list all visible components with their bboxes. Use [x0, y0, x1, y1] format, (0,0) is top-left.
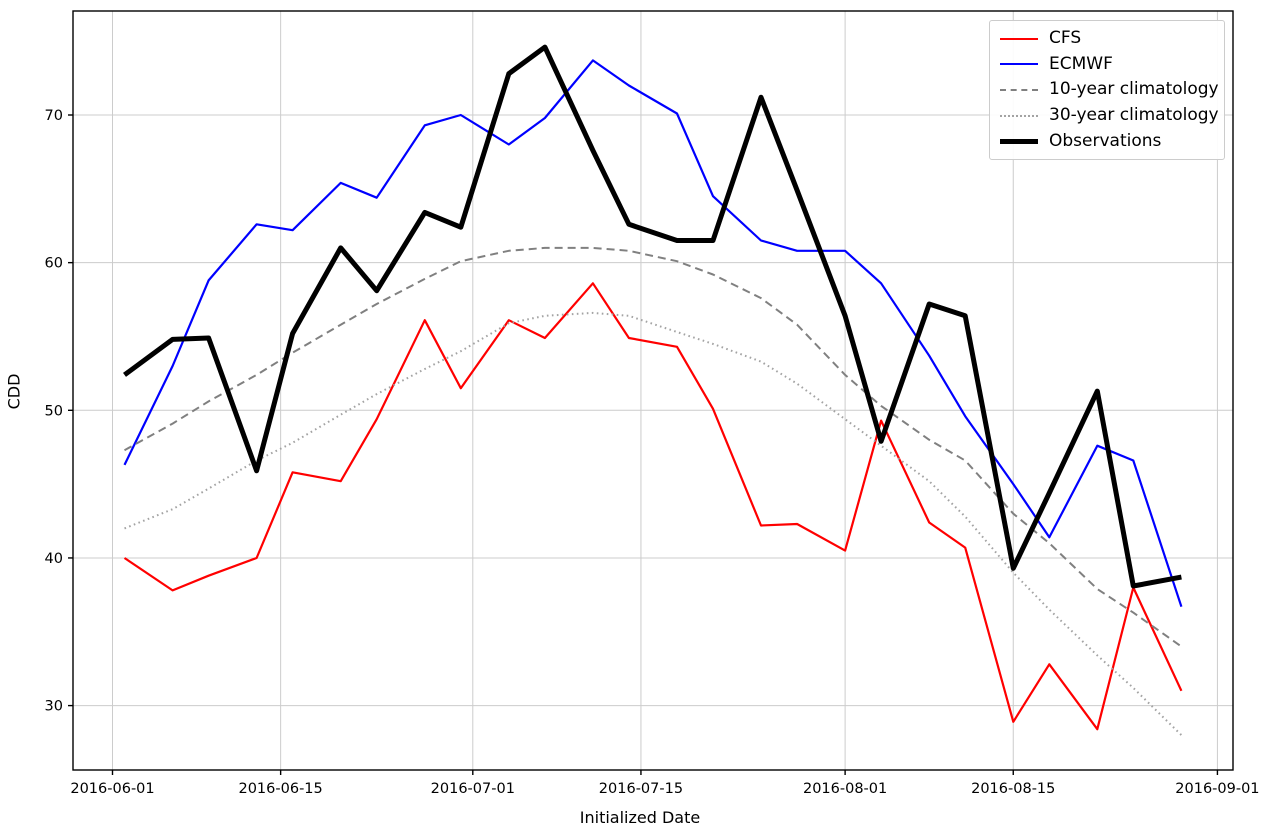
legend: CFS ECMWF 10-year climatology 30-year cl… — [989, 20, 1225, 160]
y-tick-label: 30 — [45, 699, 63, 715]
x-tick-label: 2016-06-01 — [70, 781, 154, 797]
legend-entry: CFS — [1000, 27, 1216, 51]
y-axis-label: CDD — [4, 373, 24, 410]
series-line-cfs — [123, 282, 1183, 731]
legend-label: CFS — [1049, 28, 1082, 49]
x-tick-label: 2016-09-01 — [1175, 781, 1259, 797]
y-tick-label: 70 — [45, 108, 63, 124]
30yr-climatology-line-sample-icon — [1000, 114, 1038, 117]
legend-label: ECMWF — [1049, 53, 1113, 74]
legend-entry: 10-year climatology — [1000, 78, 1219, 102]
x-tick-label: 2016-08-15 — [971, 781, 1055, 797]
ecmwf-line-sample-icon — [1000, 63, 1038, 66]
cfs-line-sample-icon — [1000, 37, 1038, 40]
series-line-30-year-climatology — [124, 311, 1183, 736]
series-line-10-year-climatology — [124, 246, 1182, 648]
y-tick-label: 40 — [45, 551, 63, 567]
observations-line-sample-icon — [1000, 138, 1038, 144]
x-tick-label: 2016-06-15 — [238, 781, 322, 797]
series-line-observations — [123, 44, 1182, 589]
legend-label: Observations — [1049, 130, 1162, 151]
10yr-climatology-line-sample-icon — [1000, 88, 1038, 91]
legend-entry: 30-year climatology — [1000, 104, 1219, 128]
legend-entry: Observations — [1000, 129, 1216, 153]
x-tick-label: 2016-08-01 — [803, 781, 887, 797]
y-tick-label: 50 — [45, 403, 63, 419]
series-line-ecmwf — [123, 59, 1183, 608]
legend-label: 30-year climatology — [1049, 105, 1219, 126]
x-axis-label: Initialized Date — [579, 808, 701, 827]
plot-border — [72, 10, 1234, 771]
y-tick-label: 60 — [45, 256, 63, 272]
legend-entry: ECMWF — [1000, 52, 1216, 76]
legend-label: 10-year climatology — [1049, 79, 1219, 100]
x-tick-label: 2016-07-01 — [431, 781, 515, 797]
x-tick-label: 2016-07-15 — [599, 781, 683, 797]
